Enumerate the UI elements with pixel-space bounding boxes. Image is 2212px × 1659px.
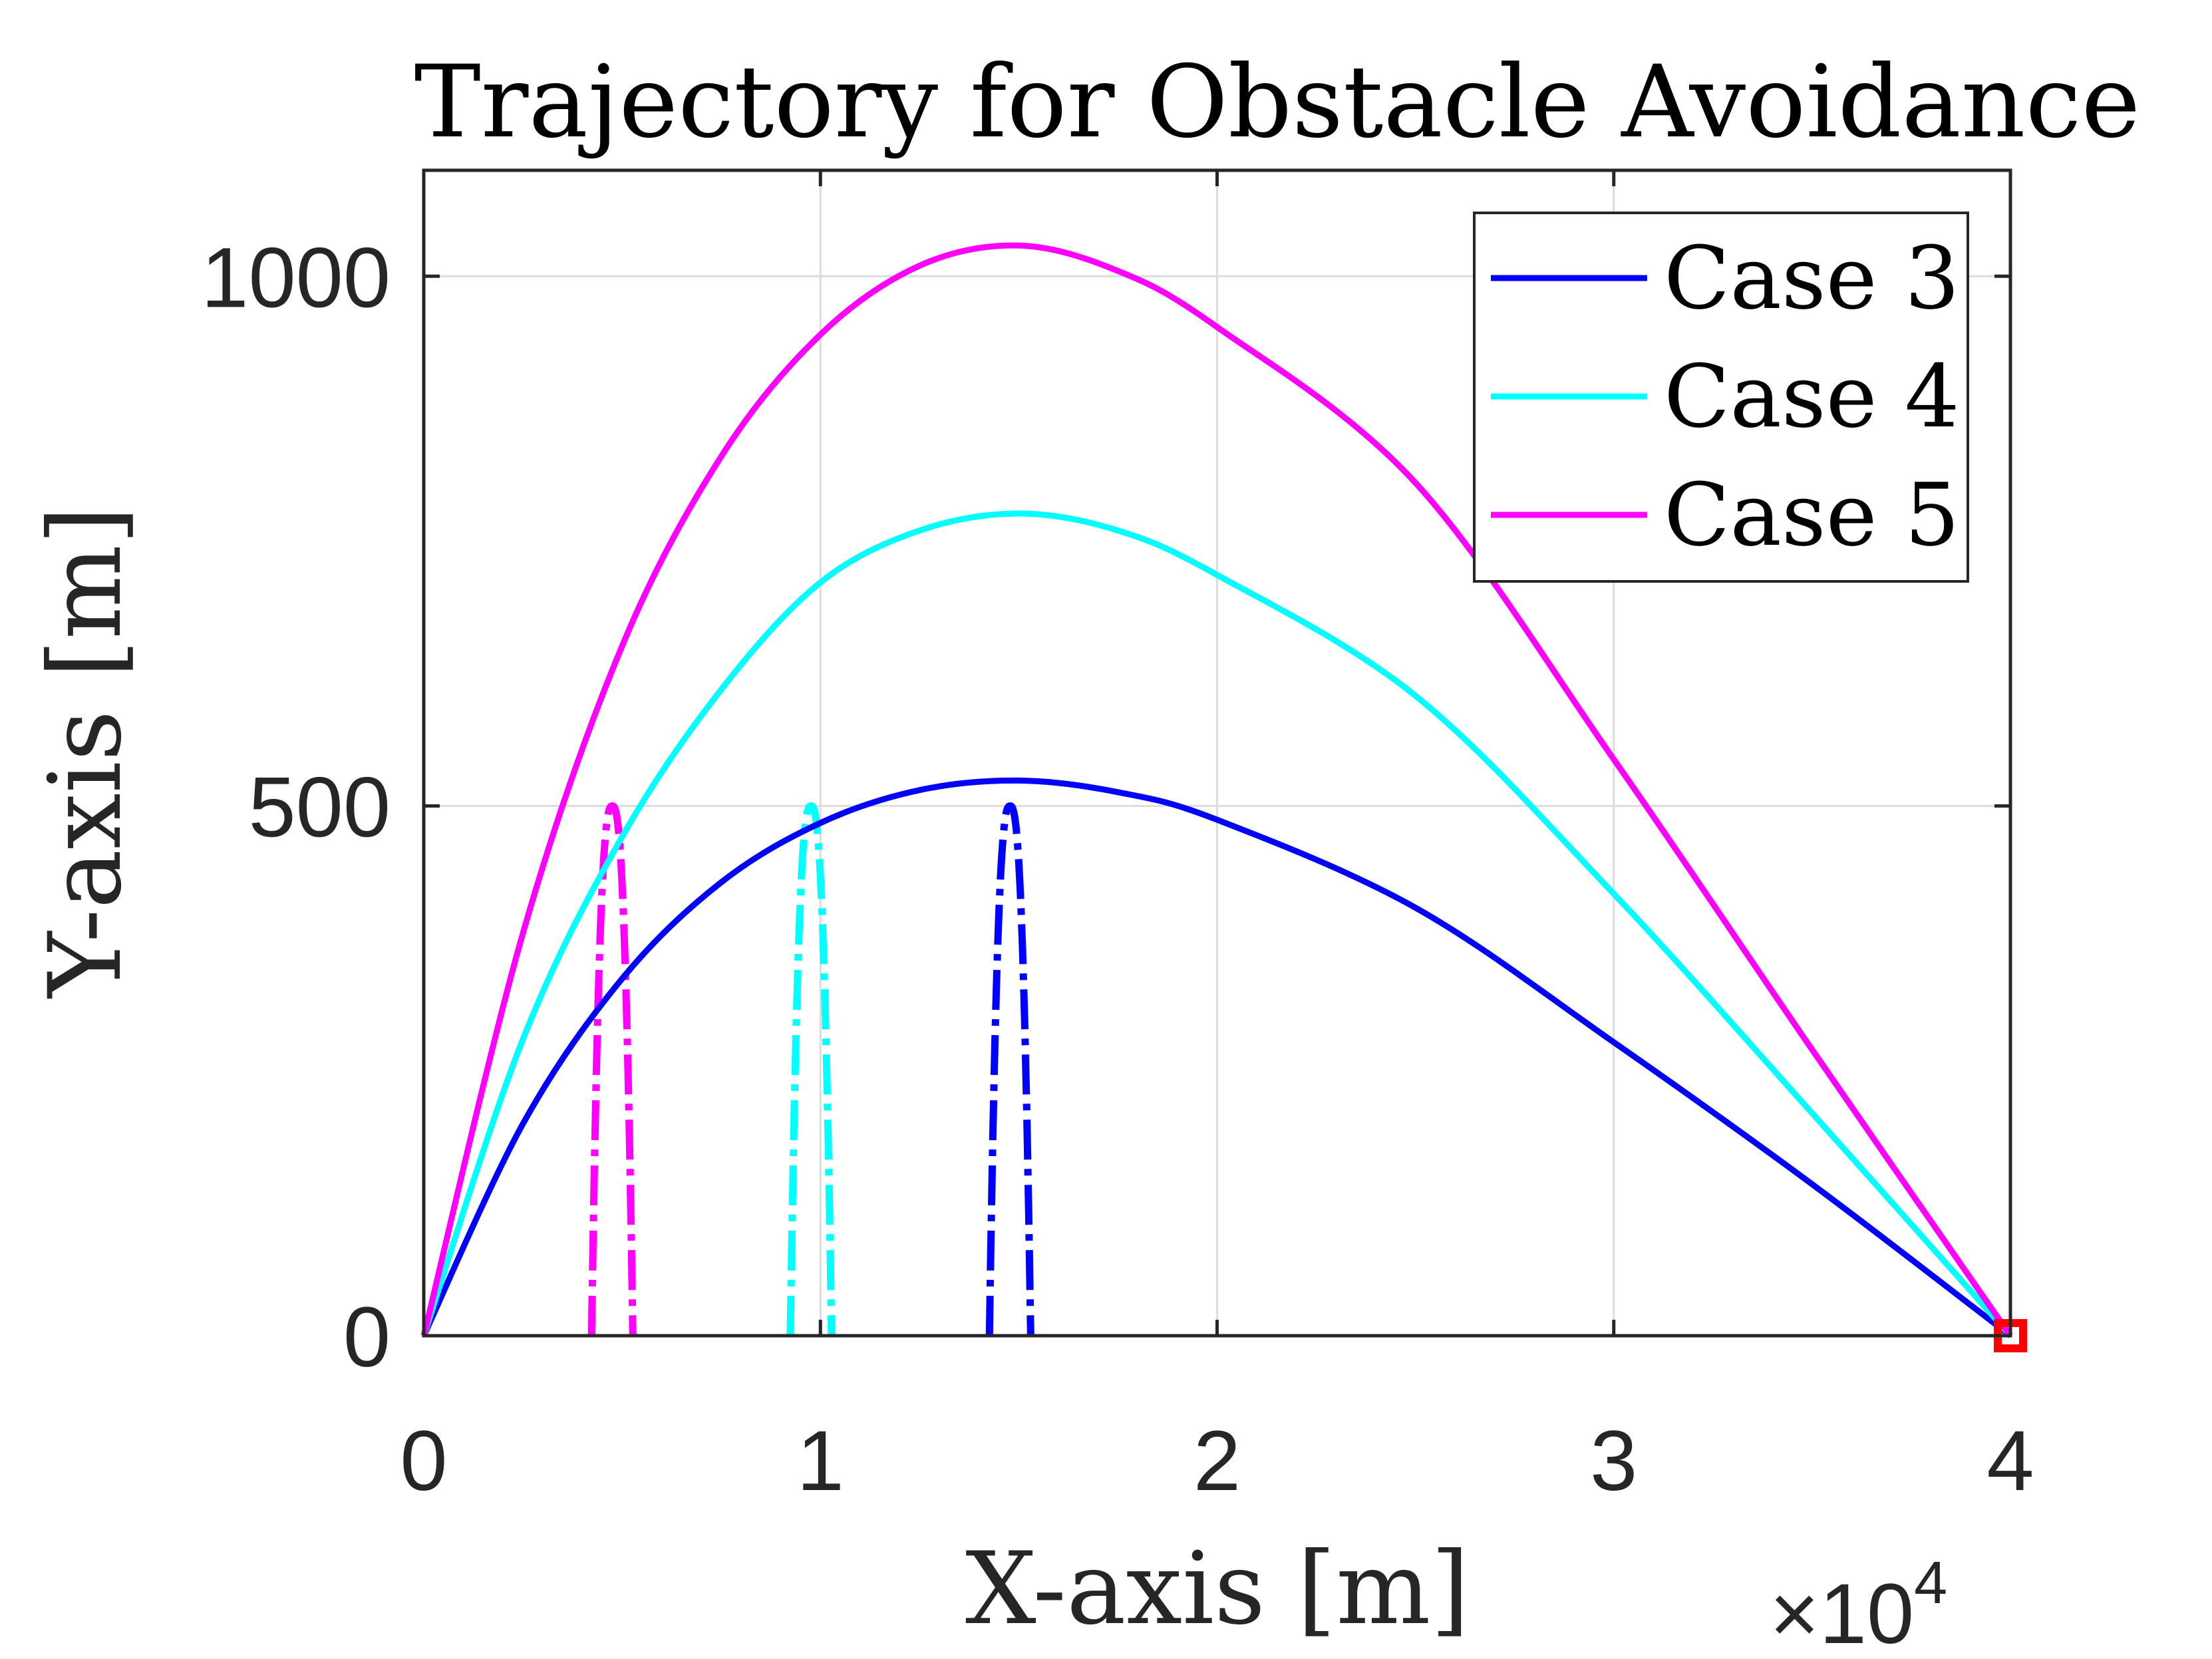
y-tick-label: 0 [343, 1290, 391, 1385]
chart-title: Trajectory for Obstacle Avoidance [414, 45, 2141, 160]
series-line-case-3 [420, 777, 2012, 1338]
legend-label: Case 5 [1664, 464, 1960, 565]
y-tick-label: 500 [248, 760, 391, 855]
axes: 0 1 2 3 4 0 500 1000 [201, 168, 2034, 1509]
x-exponent: ×104 [1770, 1550, 1947, 1659]
y-tick-label: 1000 [201, 230, 391, 325]
x-tick-label: 3 [1590, 1414, 1637, 1509]
obstacle-boundary [985, 802, 1034, 1336]
y-axis-label: Y-axis [m] [28, 506, 144, 998]
obstacle-boundary [786, 802, 836, 1336]
series-line-case-5 [420, 242, 2013, 1338]
x-tick-label: 2 [1193, 1414, 1241, 1509]
series-line-case-4 [420, 510, 2013, 1338]
legend-label: Case 4 [1664, 346, 1960, 447]
x-axis-label: X-axis [m] [965, 1531, 1470, 1647]
obstacle-boundary [587, 802, 637, 1336]
x-tick-label: 1 [797, 1414, 844, 1509]
x-tick-label: 4 [1986, 1414, 2034, 1509]
x-tick-label: 0 [400, 1414, 447, 1509]
legend: Case 3 Case 4 Case 5 [1473, 212, 1969, 583]
legend-label: Case 3 [1664, 227, 1960, 329]
plot-area [420, 242, 2027, 1352]
